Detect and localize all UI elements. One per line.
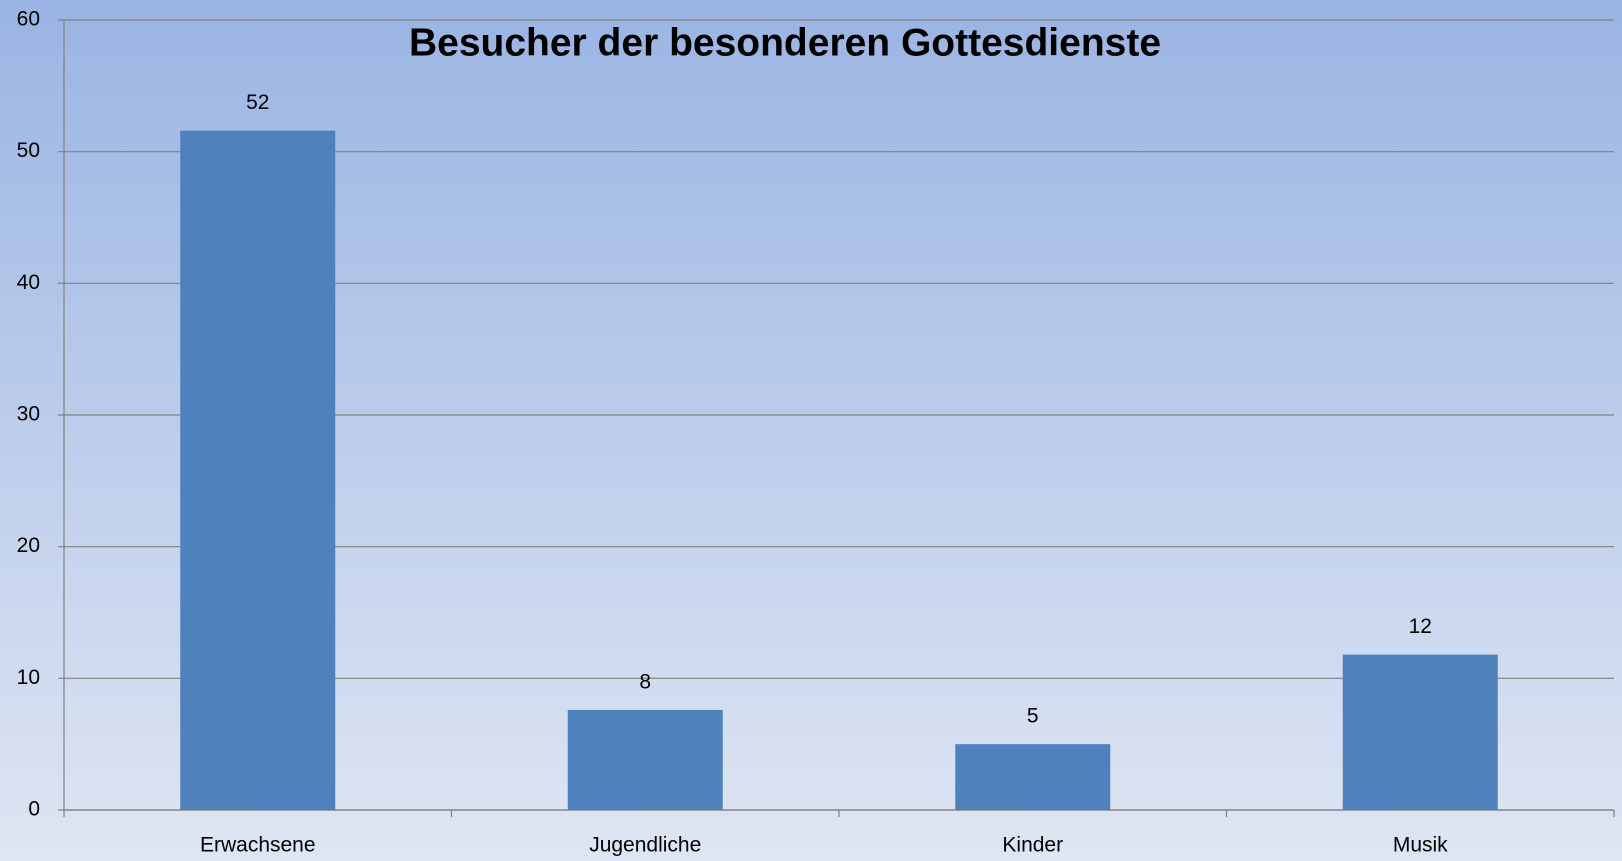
y-tick-label: 40 <box>17 271 40 294</box>
x-tick-label: Musik <box>1393 834 1448 857</box>
bar <box>567 709 723 810</box>
data-label: 12 <box>1409 615 1432 638</box>
x-tick-label: Jugendliche <box>589 834 701 857</box>
data-label: 52 <box>246 91 269 114</box>
x-tick-label: Kinder <box>1002 834 1063 857</box>
chart-title: Besucher der besonderen Gottesdienste <box>409 21 1161 64</box>
data-label: 5 <box>1027 705 1039 728</box>
bar <box>955 744 1111 810</box>
plot: 0 10 20 30 40 50 60 Erwachsene 52 Jugendliche 8 Kin… <box>17 8 1615 857</box>
y-tick-label: 0 <box>28 798 40 821</box>
data-label: 8 <box>639 670 651 693</box>
y-tick-label: 30 <box>17 403 40 426</box>
bar <box>1342 654 1498 810</box>
y-tick-label: 20 <box>17 534 40 557</box>
y-tick-label: 60 <box>17 8 40 31</box>
y-tick-label: 10 <box>17 666 40 689</box>
x-tick-label: Erwachsene <box>200 834 316 857</box>
y-tick-label: 50 <box>17 139 40 162</box>
bar <box>180 130 336 811</box>
